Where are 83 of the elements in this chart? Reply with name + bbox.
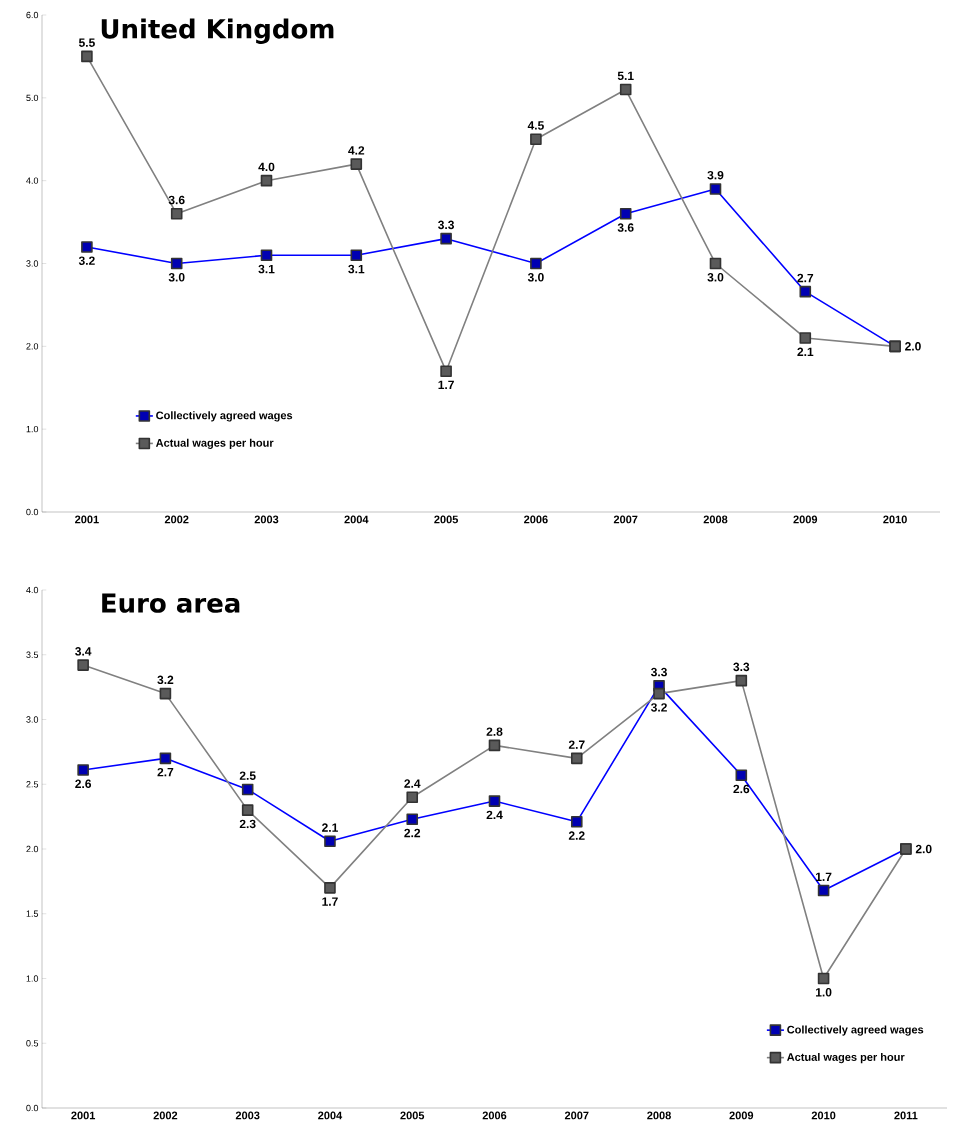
data-label: 2.7: [568, 740, 585, 749]
x-tick-label: 2009: [793, 515, 818, 524]
data-label: 2.0: [905, 342, 921, 351]
data-label: 5.5: [78, 38, 95, 47]
data-label: 1.0: [816, 988, 832, 997]
data-label: 3.3: [650, 667, 667, 677]
legend-label: Actual wages per hour: [787, 1052, 905, 1064]
data-label: 2.2: [404, 828, 421, 838]
data-label: 3.0: [527, 273, 544, 282]
data-label: 2.4: [404, 779, 421, 788]
data-label: 3.0: [168, 273, 185, 282]
y-tick-label: 1.5: [26, 910, 39, 917]
data-label: 2.1: [322, 823, 338, 832]
x-tick-label: 2005: [434, 515, 459, 524]
data-label: 4.5: [527, 121, 544, 130]
x-tick-label: 2007: [613, 515, 638, 524]
data-label: 2.0: [915, 844, 932, 854]
x-tick-label: 2009: [729, 1111, 754, 1120]
y-tick-label: 3.5: [26, 651, 39, 658]
data-label: 3.2: [157, 675, 174, 685]
x-tick-label: 2002: [164, 515, 189, 524]
y-tick-label: 2.0: [26, 343, 39, 350]
y-tick-label: 0.5: [26, 1040, 39, 1047]
legend-label: Collectively agreed wages: [787, 1025, 924, 1036]
data-label: 2.6: [75, 779, 92, 789]
y-tick-label: 2.5: [26, 781, 39, 788]
data-label: 3.2: [650, 703, 667, 712]
chart-title: Euro area: [102, 593, 240, 613]
data-label: 2.7: [157, 767, 174, 777]
y-tick-label: 4.0: [26, 586, 39, 594]
y-tick-label: 3.0: [26, 260, 39, 267]
x-tick-label: 2003: [254, 515, 279, 524]
data-label: 2.8: [486, 727, 503, 736]
y-tick-label: 4.0: [26, 177, 39, 184]
data-label: 2.7: [797, 273, 814, 283]
x-tick-label: 2001: [75, 515, 99, 524]
data-label: 1.7: [322, 897, 338, 906]
data-label: 3.1: [258, 264, 275, 274]
data-label: 5.1: [617, 71, 634, 81]
data-label: 4.0: [258, 162, 275, 172]
x-tick-label: 2007: [564, 1111, 589, 1120]
legend-label: Collectively agreed wages: [156, 411, 293, 422]
x-tick-label: 2004: [344, 515, 369, 524]
data-label: 2.3: [239, 819, 256, 829]
chart-title: United Kingdom: [101, 18, 334, 44]
data-label: 3.3: [438, 220, 455, 230]
data-label: 3.9: [707, 170, 724, 180]
y-tick-label: 0.0: [26, 508, 39, 516]
data-label: 2.1: [797, 347, 814, 356]
y-tick-label: 2.0: [26, 845, 39, 853]
x-tick-label: 2010: [883, 515, 907, 524]
x-tick-label: 2005: [400, 1111, 425, 1120]
legend-label: Actual wages per hour: [155, 438, 274, 449]
data-label: 3.1: [348, 264, 365, 274]
data-label: 2.2: [568, 831, 585, 840]
x-tick-label: 2003: [235, 1111, 260, 1120]
data-label: 3.2: [78, 256, 95, 265]
data-label: 3.3: [733, 662, 750, 672]
x-tick-label: 2006: [524, 515, 548, 524]
y-tick-label: 3.0: [26, 716, 39, 723]
data-label: 2.4: [486, 810, 503, 819]
x-tick-label: 2004: [318, 1111, 343, 1120]
data-label: 3.6: [617, 223, 634, 232]
x-tick-label: 2001: [71, 1111, 96, 1120]
x-tick-label: 2010: [811, 1111, 836, 1120]
x-tick-label: 2006: [482, 1111, 507, 1120]
x-tick-label: 2008: [703, 515, 728, 524]
data-label: 3.0: [707, 273, 724, 282]
data-label: 1.7: [438, 380, 454, 389]
x-tick-label: 2002: [153, 1111, 178, 1120]
y-tick-label: 6.0: [26, 11, 39, 19]
y-tick-label: 1.0: [26, 975, 39, 982]
y-tick-label: 1.0: [26, 425, 39, 433]
data-label: 4.2: [348, 146, 365, 155]
y-tick-label: 5.0: [26, 94, 39, 102]
x-tick-label: 2008: [647, 1111, 671, 1120]
y-tick-label: 0.0: [26, 1104, 39, 1112]
data-label: 2.5: [239, 771, 256, 780]
x-tick-label: 2011: [894, 1111, 918, 1120]
data-label: 1.7: [816, 872, 832, 881]
data-label: 3.6: [168, 195, 185, 205]
data-label: 3.4: [75, 647, 92, 656]
data-label: 2.6: [733, 784, 750, 794]
